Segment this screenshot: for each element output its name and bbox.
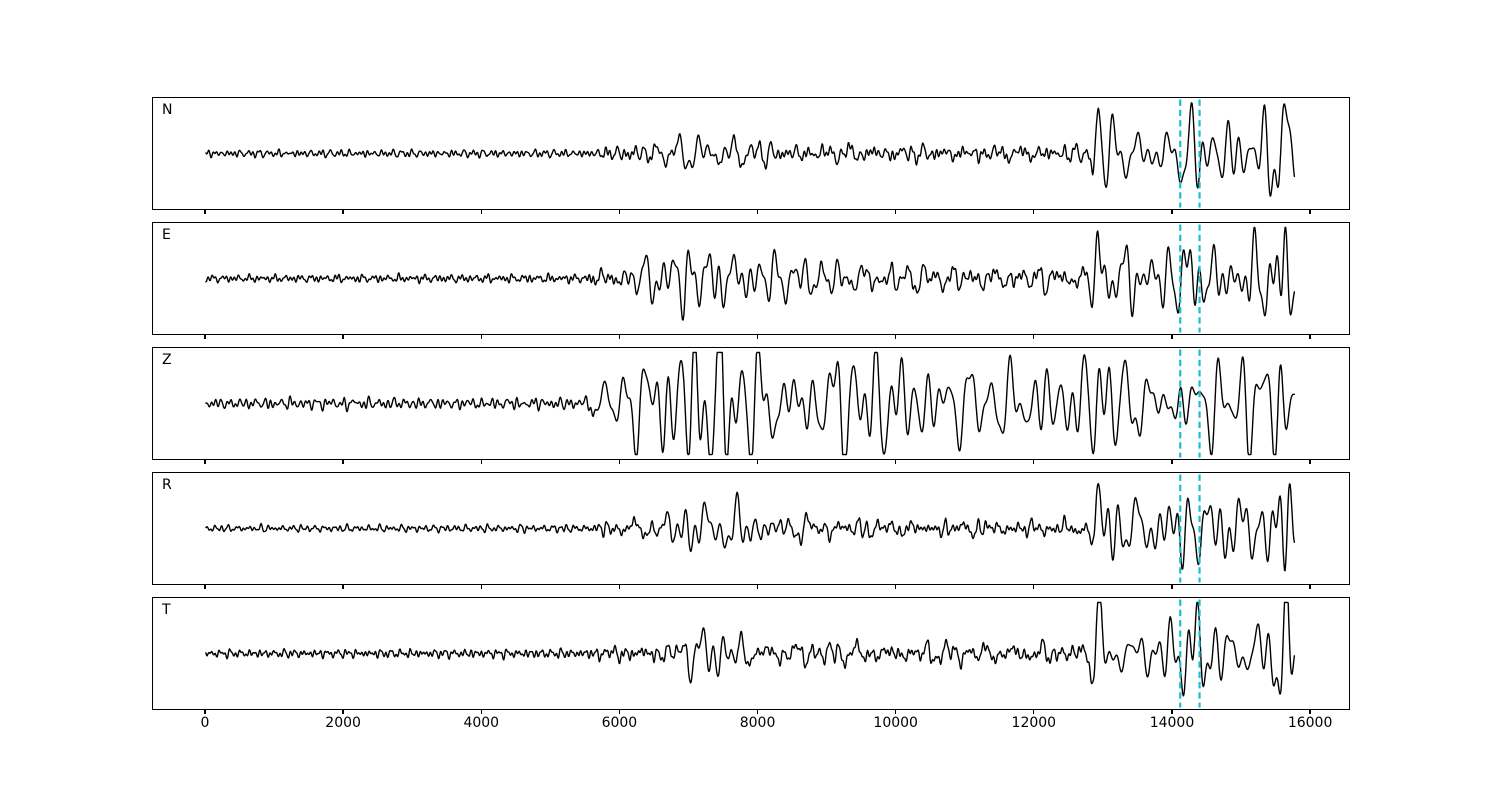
- x-tick-mark: [1033, 710, 1035, 714]
- x-tick-mark: [1033, 585, 1035, 589]
- x-tick-mark: [342, 585, 344, 589]
- panel-label: R: [162, 477, 172, 493]
- waveform-trace: [205, 601, 1296, 697]
- panel-label: N: [162, 102, 173, 118]
- x-tick-mark: [756, 460, 759, 464]
- x-tick-mark: [480, 335, 482, 339]
- waveform-plot: [205, 99, 1296, 208]
- x-tick-mark: [1309, 210, 1311, 214]
- waveform-plot: [205, 474, 1296, 583]
- x-tick-label: 0: [200, 715, 210, 731]
- x-tick-mark: [895, 335, 897, 339]
- panel-Z: Z: [152, 347, 1350, 460]
- waveform-trace: [205, 102, 1296, 197]
- x-tick-label: 14000: [1149, 715, 1195, 731]
- x-tick-mark: [1033, 460, 1035, 464]
- x-tick-label: 8000: [739, 715, 776, 731]
- x-tick-mark: [480, 585, 482, 589]
- x-tick-mark: [480, 460, 482, 464]
- x-tick-mark: [618, 460, 621, 464]
- x-tick-label: 2000: [325, 715, 361, 731]
- x-tick-mark: [1171, 585, 1173, 589]
- x-tick-mark: [618, 210, 621, 214]
- panel-label: Z: [162, 352, 172, 368]
- x-tick-mark: [204, 210, 206, 214]
- x-tick-mark: [895, 585, 897, 589]
- panel-R: R: [152, 472, 1350, 585]
- x-tick-mark: [1309, 335, 1311, 339]
- x-tick-mark: [1171, 460, 1173, 464]
- x-tick-mark: [1171, 210, 1173, 214]
- panel-T: T: [152, 597, 1350, 710]
- x-tick-mark: [1309, 710, 1311, 714]
- x-tick-mark: [342, 335, 344, 339]
- waveform-plot: [205, 349, 1296, 458]
- waveform-trace: [205, 351, 1296, 456]
- x-tick-mark: [342, 460, 344, 464]
- x-tick-mark: [480, 210, 482, 214]
- x-tick-mark: [342, 210, 344, 214]
- panel-label: T: [162, 602, 171, 618]
- x-tick-mark: [204, 460, 206, 464]
- waveform-trace: [205, 482, 1296, 572]
- x-tick-label: 16000: [1287, 715, 1333, 731]
- x-tick-mark: [1171, 335, 1173, 339]
- panel-E: E: [152, 222, 1350, 335]
- x-tick-mark: [204, 585, 206, 589]
- x-tick-mark: [618, 710, 621, 714]
- x-tick-mark: [342, 710, 344, 714]
- waveform-plot: [205, 224, 1296, 333]
- x-tick-mark: [1033, 210, 1035, 214]
- x-tick-mark: [618, 335, 621, 339]
- panel-N: N: [152, 97, 1350, 210]
- x-tick-mark: [204, 710, 206, 714]
- x-tick-mark: [895, 210, 897, 214]
- waveform-trace: [205, 226, 1296, 321]
- x-tick-label: 4000: [463, 715, 500, 731]
- x-tick-label: 12000: [1011, 715, 1057, 731]
- x-tick-mark: [204, 335, 206, 339]
- x-tick-mark: [756, 210, 759, 214]
- x-tick-mark: [756, 710, 759, 714]
- x-tick-mark: [895, 460, 897, 464]
- x-tick-mark: [1033, 335, 1035, 339]
- x-tick-mark: [756, 585, 759, 589]
- x-tick-label: 6000: [601, 715, 638, 731]
- waveform-plot: [205, 599, 1296, 708]
- x-tick-mark: [1171, 710, 1173, 714]
- x-tick-mark: [480, 710, 482, 714]
- x-tick-mark: [895, 710, 897, 714]
- x-tick-mark: [618, 585, 621, 589]
- panel-label: E: [162, 227, 171, 243]
- x-tick-label: 10000: [873, 715, 918, 731]
- x-tick-mark: [756, 335, 759, 339]
- x-tick-mark: [1309, 460, 1311, 464]
- x-tick-mark: [1309, 585, 1311, 589]
